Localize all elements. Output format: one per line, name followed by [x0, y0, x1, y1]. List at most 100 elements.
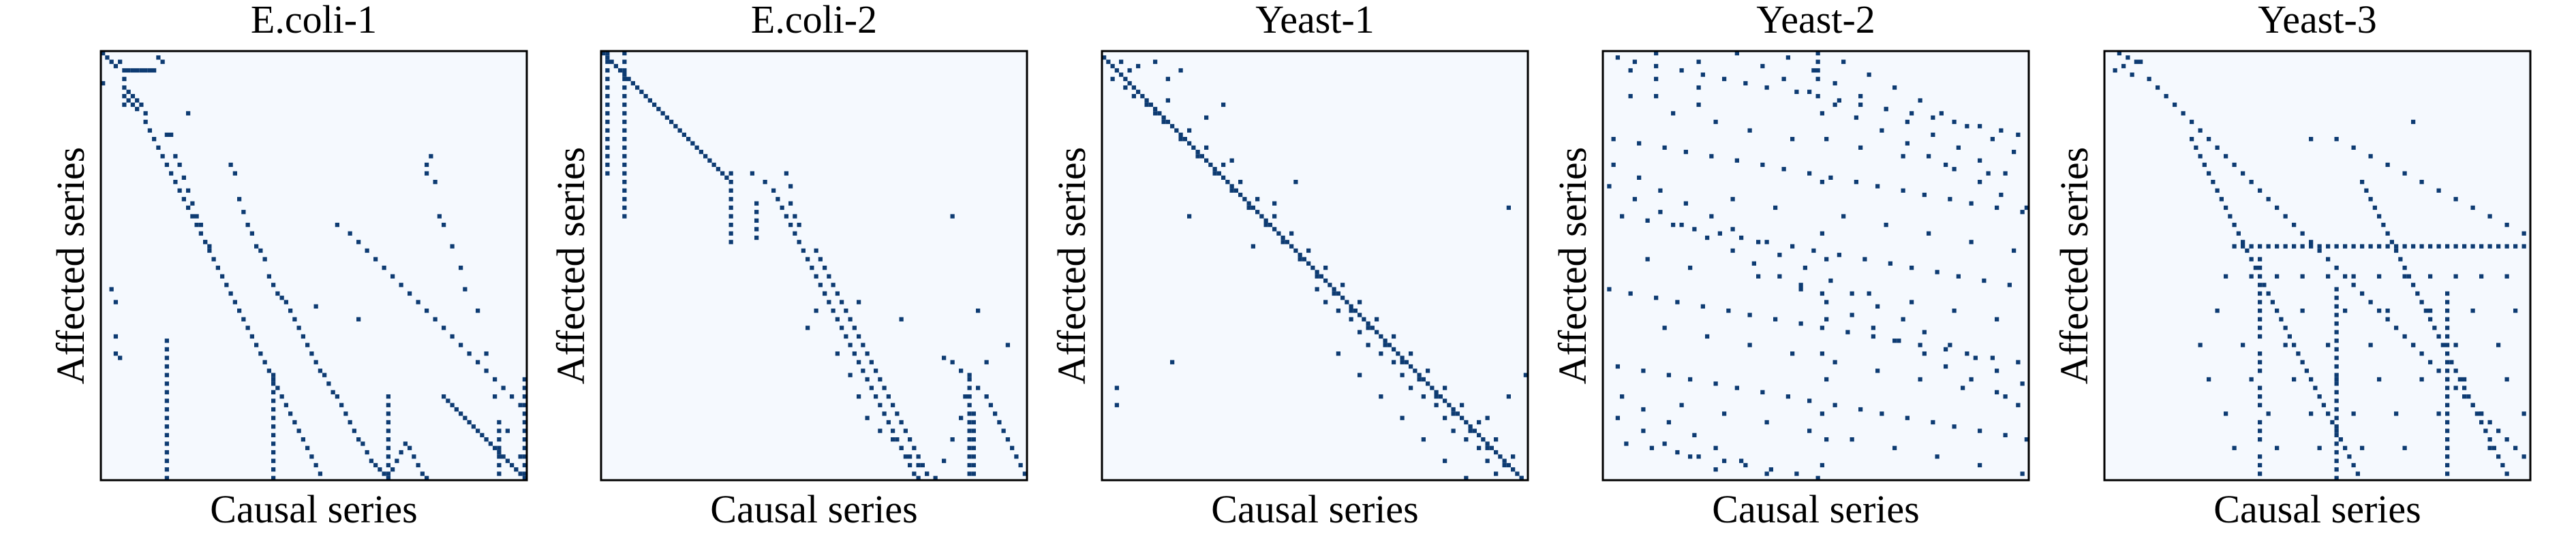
heatmap-cell: [1671, 111, 1676, 116]
heatmap-cell: [1632, 59, 1637, 64]
heatmap-cell: [754, 227, 759, 232]
heatmap-cell: [1289, 244, 1294, 249]
heatmap-cell: [1336, 309, 1340, 313]
heatmap-cell: [2474, 411, 2479, 416]
heatmap-cell: [729, 171, 733, 176]
heatmap-cell: [122, 94, 127, 99]
heatmap-cell: [2224, 205, 2228, 210]
heatmap-cell: [2385, 231, 2390, 236]
heatmap-cell: [2496, 244, 2501, 249]
heatmap-cell: [2445, 471, 2450, 476]
heatmap-cell: [1948, 343, 1952, 347]
heatmap-cell: [1455, 411, 1460, 416]
heatmap-cell: [1221, 162, 1226, 168]
heatmap-cell: [1922, 192, 1927, 198]
heatmap-cell: [1790, 244, 1795, 249]
heatmap-cell: [2219, 197, 2224, 202]
heatmap-cell: [348, 420, 352, 425]
heatmap-cell: [1867, 72, 1871, 77]
heatmap-cell: [130, 68, 135, 73]
heatmap-cell: [776, 197, 780, 202]
heatmap-cell: [1722, 76, 1727, 82]
heatmap-cell: [2504, 274, 2509, 279]
heatmap-cell: [1421, 377, 1426, 382]
panel-title: E.coli-1: [251, 0, 377, 42]
heatmap-cell: [967, 394, 972, 399]
heatmap-cell: [2258, 283, 2263, 287]
heatmap-cell: [497, 428, 502, 433]
heatmap-cell: [622, 85, 627, 90]
heatmap-cell: [1850, 313, 1854, 317]
heatmap-cell: [1990, 356, 1995, 360]
heatmap-cell: [2258, 188, 2263, 193]
heatmap-cell: [601, 51, 606, 56]
heatmap-cell: [2347, 454, 2352, 459]
heatmap-cell: [771, 188, 776, 193]
heatmap-cell: [912, 445, 917, 450]
heatmap-cell: [2258, 317, 2263, 321]
heatmap-cell: [1144, 98, 1149, 103]
heatmap-cell: [1973, 356, 1978, 360]
heatmap-cell: [2326, 274, 2331, 279]
heatmap-cell: [412, 454, 416, 459]
heatmap-cell: [1858, 94, 1863, 99]
heatmap-cell: [1375, 317, 1379, 321]
heatmap-cell: [622, 76, 627, 82]
heatmap-cell: [425, 309, 429, 313]
heatmap-cell: [2479, 420, 2484, 425]
heatmap-cell: [2411, 343, 2416, 347]
heatmap-cell: [2445, 411, 2450, 416]
heatmap-cell: [1696, 102, 1701, 107]
heatmap-cell: [135, 106, 140, 112]
heatmap-cell: [386, 420, 390, 425]
heatmap-cell: [1005, 437, 1010, 442]
heatmap-cell: [2236, 231, 2241, 236]
heatmap-cell: [1824, 377, 1829, 382]
heatmap-cell: [361, 441, 365, 446]
heatmap-cell: [1854, 115, 1858, 120]
heatmap-cell: [971, 462, 976, 468]
heatmap-cell: [1165, 76, 1170, 82]
heatmap-cell: [1918, 343, 1922, 347]
heatmap-cell: [1641, 428, 1646, 433]
heatmap-cell: [1332, 291, 1336, 296]
heatmap-cell: [271, 475, 276, 480]
heatmap-cell: [2249, 377, 2254, 382]
heatmap-cell: [1502, 458, 1507, 463]
heatmap-cell: [143, 68, 148, 73]
heatmap-cell: [356, 240, 361, 245]
heatmap-cell: [164, 433, 169, 437]
heatmap-cell: [967, 386, 972, 390]
heatmap-cell: [467, 420, 472, 425]
heatmap-cell: [605, 59, 610, 64]
heatmap-cell: [1828, 278, 1833, 283]
heatmap-cell: [1820, 180, 1824, 185]
heatmap-cell: [2445, 394, 2450, 399]
heatmap-cell: [493, 394, 497, 399]
heatmap-cell: [1910, 266, 1914, 270]
heatmap-cell: [2504, 377, 2509, 382]
heatmap-cell: [2003, 394, 2008, 399]
heatmap-cell: [605, 102, 610, 107]
heatmap-cell: [505, 458, 510, 463]
heatmap-cell: [2258, 291, 2263, 296]
heatmap-cell: [2419, 377, 2424, 382]
heatmap-cell: [988, 403, 993, 407]
heatmap-cell: [497, 462, 502, 468]
heatmap-cell: [365, 450, 369, 455]
heatmap-cell: [2292, 343, 2297, 347]
heatmap-cell: [1858, 145, 1863, 150]
heatmap-cell: [101, 81, 106, 86]
heatmap-cell: [1014, 454, 1019, 459]
heatmap-cell: [186, 188, 191, 193]
heatmap-cell: [2394, 248, 2399, 253]
heatmap-cell: [1803, 266, 1807, 270]
heatmap-cell: [522, 428, 527, 433]
heatmap-cell: [2309, 244, 2314, 249]
heatmap-cell: [1434, 403, 1439, 407]
heatmap-cell: [1127, 68, 1132, 73]
heatmap-cell: [1229, 188, 1234, 193]
heatmap-cell: [522, 475, 527, 480]
heatmap-cell: [1400, 373, 1405, 377]
heatmap-cell: [984, 360, 989, 364]
